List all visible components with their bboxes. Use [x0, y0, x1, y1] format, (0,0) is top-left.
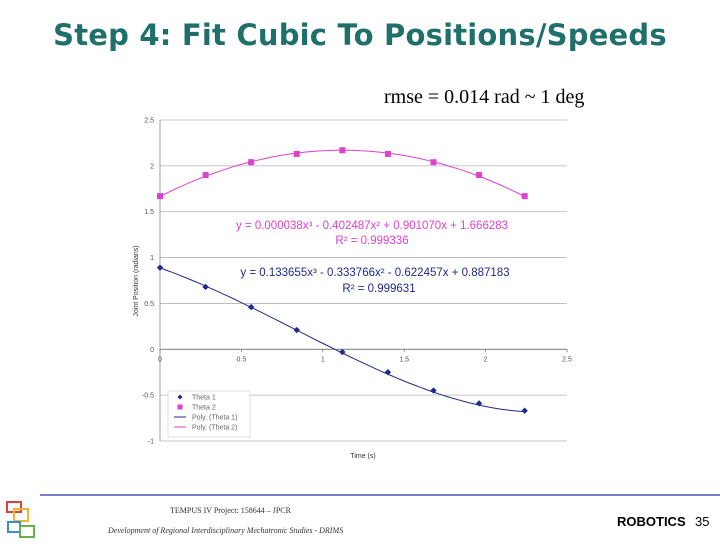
joint-position-chart: -1 -0.5 0 0.5 1 1.5 2 2.5 0 0.5 1 1.5 2 2.5 Time (s) Jo… — [133, 118, 572, 461]
footer-divider — [40, 494, 720, 496]
data-point-theta1 — [156, 264, 164, 271]
footer-program: Development of Regional Interdisciplinar… — [108, 526, 344, 535]
legend-marker — [177, 404, 183, 410]
legend-label: Poly. (Theta 2) — [192, 425, 237, 432]
slide-title: Step 4: Fit Cubic To Positions/Speeds — [53, 18, 667, 52]
legend-label: Theta 1 — [192, 395, 216, 402]
legend-marker — [177, 394, 183, 400]
x-tick-label: 2.5 — [562, 356, 572, 363]
x-tick-label: 0 — [158, 356, 162, 363]
x-tick-label: 1 — [321, 356, 325, 363]
data-point-theta1 — [202, 283, 209, 291]
data-point-theta1 — [339, 348, 346, 356]
data-point-theta2 — [430, 159, 437, 166]
y-tick-label: -0.5 — [142, 393, 154, 400]
rmse-subtitle: rmse = 0.014 rad ~ 1 deg — [384, 86, 585, 108]
page-number: 35 — [695, 514, 710, 529]
data-point-theta2 — [521, 193, 528, 200]
data-point-theta2 — [384, 150, 391, 157]
fit-curve-theta2 — [159, 149, 525, 197]
fit-equation-label: R² = 0.999631 — [342, 283, 415, 295]
data-point-theta1 — [475, 400, 483, 407]
legend-box — [167, 390, 251, 438]
y-tick-label: 0 — [150, 347, 154, 354]
data-point-theta1 — [521, 407, 528, 414]
data-point-theta2 — [339, 147, 346, 154]
x-tick-label: 0.5 — [237, 356, 247, 363]
data-point-theta1 — [293, 326, 300, 334]
y-tick-label: -1 — [148, 439, 154, 446]
legend-label: Poly. (Theta 1) — [192, 415, 237, 422]
data-point-theta2 — [293, 150, 300, 157]
data-point-theta1 — [384, 369, 392, 376]
data-point-theta2 — [157, 193, 163, 200]
x-axis-label: Time (s) — [350, 453, 375, 460]
footer-project: TEMPUS IV Project: 158644 – JPCR — [170, 506, 291, 515]
data-point-theta2 — [248, 159, 255, 166]
y-tick-label: 2.5 — [144, 118, 154, 125]
data-point-theta2 — [202, 172, 209, 179]
y-tick-label: 2 — [150, 163, 154, 170]
data-point-theta1 — [430, 387, 437, 394]
x-tick-label: 1.5 — [399, 356, 409, 363]
annotation-bg — [328, 233, 416, 247]
legend-label: Theta 2 — [192, 405, 216, 412]
data-point-theta2 — [476, 172, 483, 179]
annotation-bg — [213, 265, 537, 279]
y-tick-label: 0.5 — [144, 301, 154, 308]
drims-logo — [4, 500, 40, 540]
footer-brand: ROBOTICS — [617, 514, 686, 529]
annotation-bg — [210, 218, 534, 232]
y-tick-label: 1.5 — [144, 209, 154, 216]
annotation-bg — [335, 281, 423, 295]
fit-equation-label: y = 0.133655x³ - 0.333766x² - 0.622457x … — [240, 267, 509, 279]
fit-equation-label: y = 0.000038x³ - 0.402487x² + 0.901070x … — [236, 220, 508, 232]
y-tick-label: 1 — [150, 255, 154, 262]
x-tick-label: 2 — [484, 356, 488, 363]
y-axis-label: Joint Position (radians) — [133, 245, 140, 316]
fit-equation-label: R² = 0.999336 — [335, 235, 408, 247]
data-point-theta1 — [247, 303, 255, 311]
